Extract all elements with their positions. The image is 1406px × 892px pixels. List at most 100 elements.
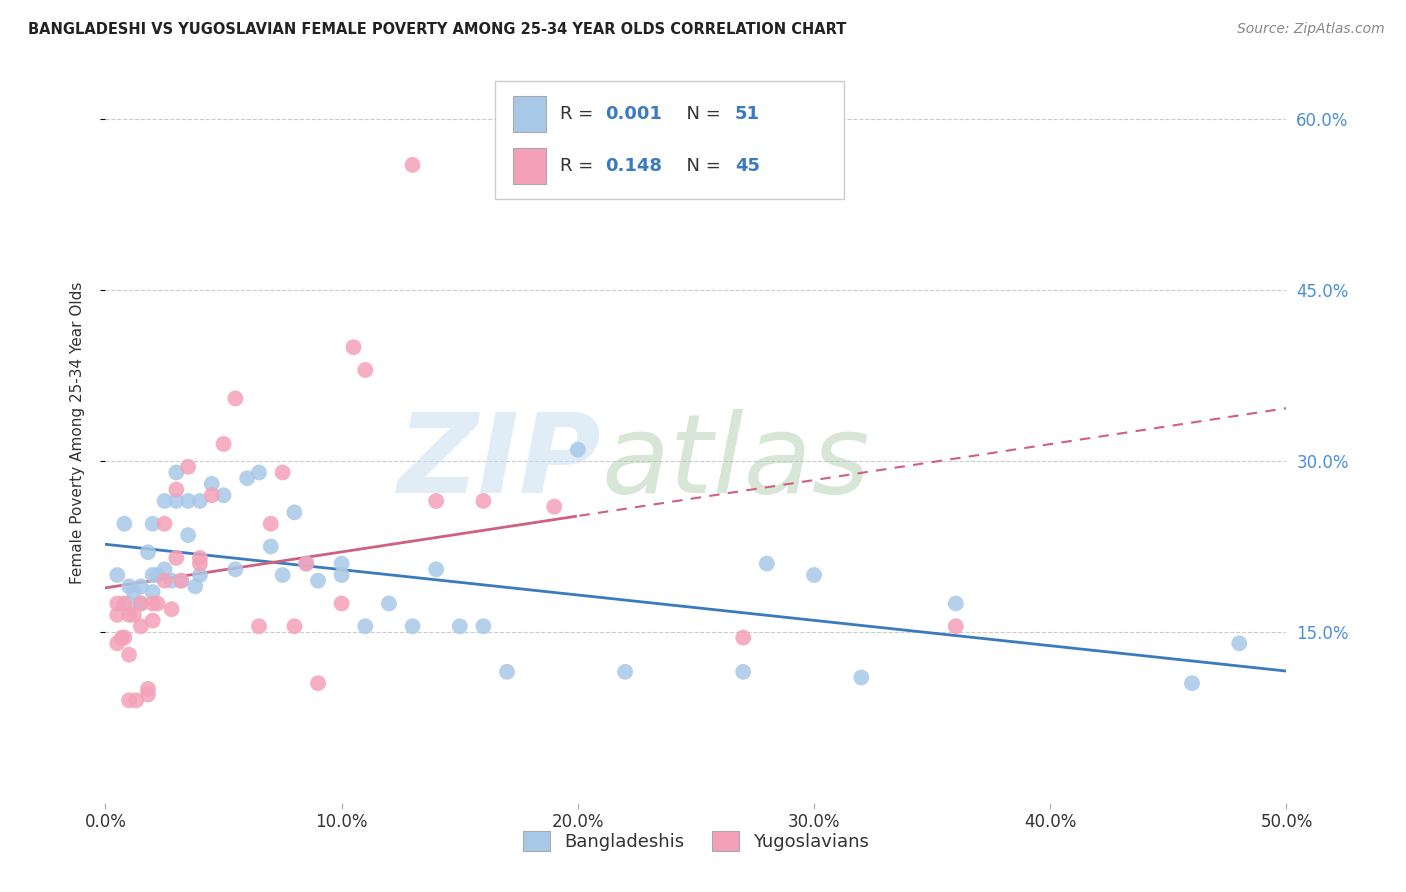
Point — [472, 494, 495, 508]
Text: 0.148: 0.148 — [605, 157, 662, 175]
Text: 51: 51 — [735, 105, 761, 123]
Point — [188, 568, 211, 582]
Point — [212, 437, 235, 451]
Point — [851, 671, 873, 685]
Point — [733, 665, 755, 679]
Point — [165, 494, 187, 508]
Point — [330, 597, 353, 611]
Point — [378, 597, 401, 611]
Point — [283, 619, 305, 633]
Text: N =: N = — [675, 105, 727, 123]
Point — [146, 597, 169, 611]
Point — [125, 693, 148, 707]
Point — [945, 619, 967, 633]
Point — [295, 557, 318, 571]
Point — [112, 597, 135, 611]
Point — [170, 574, 193, 588]
Point — [105, 597, 128, 611]
Point — [401, 158, 423, 172]
Point — [449, 619, 471, 633]
Text: 0.001: 0.001 — [605, 105, 662, 123]
Point — [188, 494, 211, 508]
Point — [543, 500, 565, 514]
Point — [236, 471, 259, 485]
Point — [129, 619, 152, 633]
Point — [247, 466, 270, 480]
Point — [260, 540, 283, 554]
Point — [118, 648, 141, 662]
Point — [425, 494, 447, 508]
Point — [136, 681, 159, 696]
Point — [142, 516, 165, 531]
Point — [188, 557, 211, 571]
Point — [118, 579, 141, 593]
Point — [129, 579, 152, 593]
Point — [153, 574, 176, 588]
Point — [142, 597, 165, 611]
Point — [170, 574, 193, 588]
Point — [165, 550, 187, 565]
Point — [755, 557, 778, 571]
Point — [105, 568, 128, 582]
Point — [803, 568, 825, 582]
Point — [136, 545, 159, 559]
Point — [105, 636, 128, 650]
Text: Source: ZipAtlas.com: Source: ZipAtlas.com — [1237, 22, 1385, 37]
Point — [307, 676, 329, 690]
Point — [271, 466, 294, 480]
Point — [354, 619, 377, 633]
Point — [177, 528, 200, 542]
Text: R =: R = — [560, 157, 599, 175]
Text: N =: N = — [675, 157, 727, 175]
Point — [330, 568, 353, 582]
Point — [733, 631, 755, 645]
Point — [112, 516, 135, 531]
Legend: Bangladeshis, Yugoslavians: Bangladeshis, Yugoslavians — [513, 822, 879, 861]
Point — [129, 597, 152, 611]
FancyBboxPatch shape — [495, 81, 844, 200]
Point — [142, 585, 165, 599]
Point — [153, 516, 176, 531]
Point — [188, 550, 211, 565]
Point — [247, 619, 270, 633]
Point — [136, 688, 159, 702]
Y-axis label: Female Poverty Among 25-34 Year Olds: Female Poverty Among 25-34 Year Olds — [70, 282, 84, 583]
Point — [146, 568, 169, 582]
Point — [118, 597, 141, 611]
Point — [425, 562, 447, 576]
Point — [112, 631, 135, 645]
Point — [260, 516, 283, 531]
Point — [153, 562, 176, 576]
Point — [165, 466, 187, 480]
Point — [472, 619, 495, 633]
Point — [307, 574, 329, 588]
Point — [295, 557, 318, 571]
Point — [122, 607, 145, 622]
Bar — [513, 96, 546, 132]
Point — [1181, 676, 1204, 690]
Point — [212, 488, 235, 502]
Point — [330, 557, 353, 571]
Bar — [513, 148, 546, 184]
Point — [1227, 636, 1250, 650]
Point — [567, 442, 589, 457]
Point — [614, 665, 637, 679]
Point — [283, 505, 305, 519]
Point — [111, 631, 134, 645]
Point — [177, 459, 200, 474]
Point — [177, 494, 200, 508]
Point — [118, 693, 141, 707]
Point — [271, 568, 294, 582]
Text: R =: R = — [560, 105, 599, 123]
Point — [224, 562, 246, 576]
Point — [224, 392, 246, 406]
Point — [945, 597, 967, 611]
Point — [160, 574, 183, 588]
Text: 45: 45 — [735, 157, 761, 175]
Text: atlas: atlas — [602, 409, 870, 516]
Point — [160, 602, 183, 616]
Point — [354, 363, 377, 377]
Point — [165, 483, 187, 497]
Point — [142, 568, 165, 582]
Point — [496, 665, 519, 679]
